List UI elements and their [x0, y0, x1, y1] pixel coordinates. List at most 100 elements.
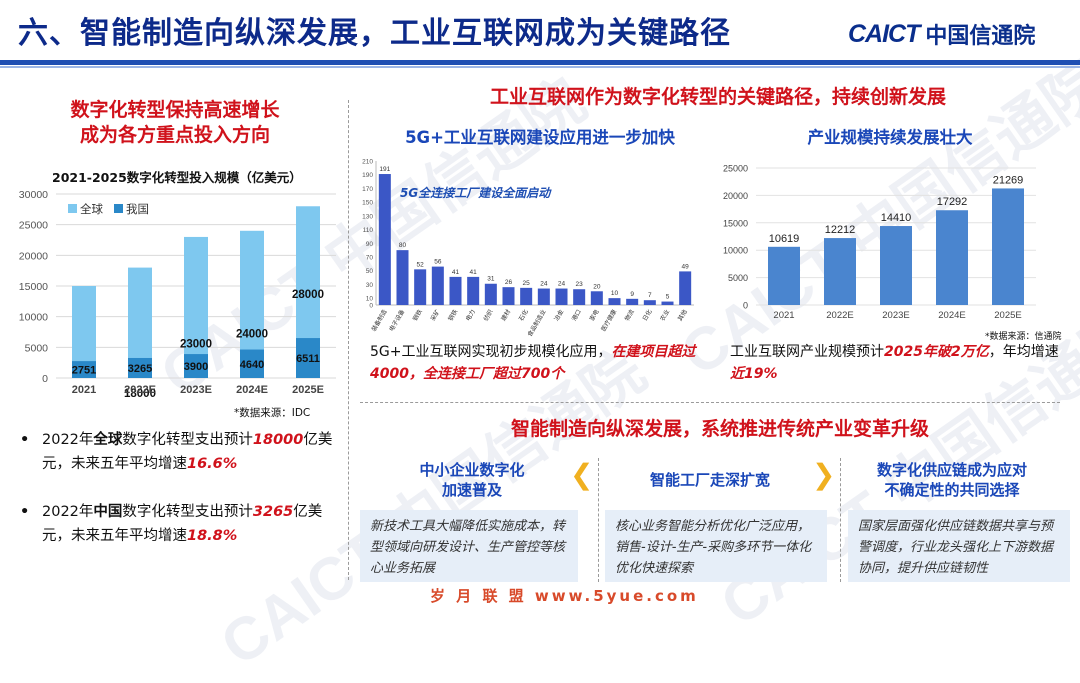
x-tick-label: 采矿: [429, 308, 442, 322]
header-divider: [0, 60, 1080, 65]
y-tick-label: 50: [366, 268, 374, 275]
data-label: 31: [487, 276, 495, 283]
bar-china: [240, 349, 264, 378]
left-heading-line1: 数字化转型保持高速增长: [70, 99, 280, 121]
y-tick-label: 150: [362, 200, 373, 207]
y-tick-label: 5000: [728, 273, 748, 283]
data-label: 20: [593, 283, 601, 290]
data-label: 5: [666, 294, 670, 301]
sme-digitalization-title: 中小企业数字化 加速普及: [419, 461, 525, 499]
x-tick-label: 2021: [72, 384, 96, 396]
x-tick-label: 2022E: [826, 310, 853, 321]
x-tick-label: 2024E: [938, 310, 965, 321]
y-tick-label: 20000: [19, 250, 48, 262]
box-divider: [840, 458, 841, 582]
data-label: 41: [452, 269, 460, 276]
smart-factory-box: 核心业务智能分析优化广泛应用，销售-设计-生产-采购多环节一体化优化快速探索: [605, 510, 827, 582]
subheading-industry-scale: 产业规模持续发展壮大: [807, 128, 973, 147]
y-tick-label: 0: [369, 303, 373, 310]
legend-label-china: 我国: [126, 203, 149, 216]
data-label: 7: [648, 292, 652, 299]
bar: [880, 226, 912, 305]
bullet-dot: •: [20, 504, 30, 520]
data-label: 41: [470, 269, 478, 276]
x-tick-label: 其他: [676, 308, 689, 322]
bar: [608, 298, 621, 305]
x-tick-label: 日化: [641, 308, 654, 322]
right-source: *数据来源：信通院: [985, 332, 1062, 342]
y-tick-label: 110: [363, 227, 374, 234]
bullet-dot: •: [20, 432, 30, 448]
data-label-global: 18000: [124, 388, 156, 400]
header-divider-thin: [0, 66, 1080, 68]
legend-swatch-china: [114, 204, 123, 213]
sme-digitalization-box: 新技术工具大幅降低实施成本，转型领域向研发设计、生产管控等核心业务拓展: [360, 510, 578, 582]
subheading-5g: 5G+工业互联网建设应用进一步加快: [405, 128, 675, 147]
x-tick-label: 2025E: [994, 310, 1021, 321]
x-tick-label: 建材: [499, 308, 512, 322]
bar: [936, 210, 968, 305]
y-tick-label: 20000: [723, 191, 748, 201]
supply-chain-title: 数字化供应链成为应对 不确定性的共同选择: [876, 461, 1027, 499]
y-tick-label: 15000: [19, 281, 48, 293]
y-tick-label: 0: [42, 373, 48, 385]
y-tick-label: 5000: [25, 342, 49, 354]
y-tick-label: 30000: [19, 189, 48, 201]
data-label: 24: [558, 281, 566, 288]
data-label: 10: [611, 290, 619, 297]
data-label: 23: [576, 281, 584, 288]
right-heading: 工业互联网作为数字化转型的关键路径，持续创新发展: [489, 86, 946, 108]
data-label: 25: [523, 280, 531, 287]
x-tick-label: 钢铁: [446, 308, 459, 322]
bar: [573, 289, 586, 305]
y-tick-label: 210: [362, 159, 373, 166]
x-tick-label: 家电: [588, 308, 601, 322]
bullet-global: • 2022年全球数字化转型支出预计18000亿美元，未来五年平均增速16.6%: [20, 428, 340, 476]
x-tick-label: 装备制造: [370, 308, 389, 333]
data-label-china: 4640: [240, 359, 264, 371]
data-label: 21269: [993, 174, 1024, 186]
5g-industry-chart: 01030507090110130150170190210191装备制造80电子…: [362, 159, 694, 338]
x-tick-label: 港口: [570, 308, 583, 322]
data-label-global: 23000: [180, 338, 212, 350]
x-tick-label: 冶金: [552, 308, 565, 322]
y-tick-label: 25000: [723, 164, 748, 174]
smart-factory-title: 智能工厂走深扩宽: [649, 471, 770, 489]
left-heading: 数字化转型保持高速增长 成为各方重点投入方向: [40, 98, 310, 148]
data-label-china: 3900: [184, 361, 208, 373]
bar: [824, 238, 856, 305]
bar-china: [184, 354, 208, 378]
data-label-global: 28000: [292, 289, 324, 301]
y-tick-label: 0: [743, 301, 748, 311]
bar: [537, 288, 550, 305]
industry-summary: 工业互联网产业规模预计2025年破2万亿，年均增速近19%: [730, 344, 1059, 382]
data-label: 52: [417, 261, 425, 268]
y-tick-label: 190: [362, 172, 373, 179]
data-label: 17292: [937, 196, 968, 208]
legend-label-global: 全球: [80, 202, 103, 216]
x-tick-label: 纺织: [482, 308, 495, 322]
x-tick-label: 2023E: [882, 310, 909, 321]
x-tick-label: 2025E: [292, 384, 324, 396]
data-label: 9: [630, 291, 634, 298]
x-tick-label: 钢铁: [411, 308, 424, 322]
5g-summary: 5G+工业互联网实现初步规模化应用，在建项目超过4000，全连接工厂超过700个: [370, 344, 696, 382]
arrow-left-icon: ❮: [570, 458, 594, 491]
bar: [484, 283, 497, 305]
y-tick-label: 15000: [723, 218, 748, 228]
y-tick-label: 10000: [19, 312, 48, 324]
data-label-china: 6511: [296, 353, 320, 365]
data-label: 80: [399, 242, 407, 249]
bar: [992, 188, 1024, 305]
bar: [520, 287, 533, 305]
bar: [643, 300, 656, 305]
bar: [661, 301, 674, 305]
data-label: 12212: [825, 224, 856, 236]
x-tick-label: 2022E: [124, 384, 156, 396]
footer-watermark: 岁 月 联 盟 www.5yue.com: [430, 587, 699, 605]
data-label-china: 2751: [72, 365, 96, 377]
bar: [679, 271, 692, 305]
supply-chain-box: 国家层面强化供应链数据共享与预警调度，行业龙头强化上下游数据协同，提升供应链韧性: [848, 510, 1070, 582]
bar: [555, 288, 568, 305]
bottom-heading: 智能制造向纵深发展，系统推进传统产业变革升级: [510, 418, 929, 440]
